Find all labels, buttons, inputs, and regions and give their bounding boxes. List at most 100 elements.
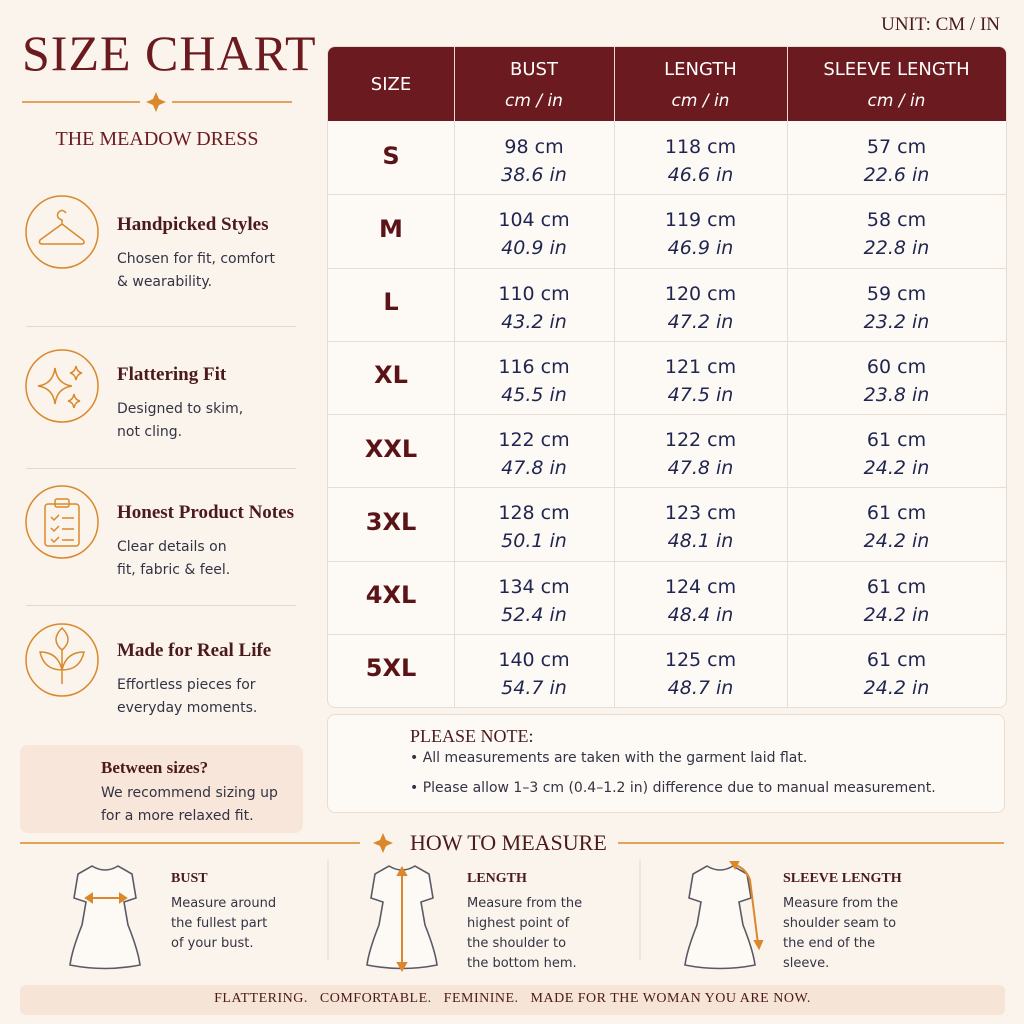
- measure-title: SLEEVE LENGTH: [783, 871, 902, 886]
- cell-cm: 61 cm: [866, 502, 927, 525]
- cell-cm: 121 cm: [664, 355, 737, 378]
- cell-in: 47.8 in: [501, 457, 567, 479]
- note-text: Please allow 1–3 cm (0.4–1.2 in) differe…: [422, 780, 936, 796]
- cell-cm: 120 cm: [664, 282, 737, 305]
- measure-text: sleeve.: [783, 956, 830, 971]
- row-sep: [328, 414, 1006, 415]
- col-sep: [454, 47, 455, 707]
- cell-in: 47.8 in: [667, 457, 734, 479]
- cell-in: 54.7 in: [501, 676, 567, 699]
- cell-in: 47.5 in: [667, 383, 734, 406]
- cell-cm: 104 cm: [498, 209, 570, 232]
- note-text: All measurements are taken with the garm…: [422, 750, 808, 766]
- cell-in: 48.1 in: [667, 530, 734, 553]
- cell-cm: 140 cm: [498, 648, 570, 671]
- cell-cm: 58 cm: [866, 209, 927, 232]
- row-sep: [328, 633, 1006, 635]
- size-label: 5XL: [365, 654, 417, 683]
- row-sep: [328, 340, 1006, 342]
- feature-text: Chosen for fit, comfort: [117, 251, 275, 267]
- size-label: XL: [374, 361, 408, 390]
- row-sep: [328, 560, 1006, 562]
- cell-in: 52.4 in: [501, 603, 567, 626]
- cell-in: 40.9 in: [501, 237, 567, 260]
- measure-text: highest point of: [467, 916, 570, 931]
- size-label: L: [383, 288, 399, 317]
- row-sep: [328, 267, 1006, 269]
- between-line: for a more relaxed fit.: [101, 808, 254, 824]
- separator: [26, 468, 296, 469]
- measure-text: shoulder seam to: [783, 916, 897, 931]
- cell-cm: 123 cm: [664, 502, 737, 525]
- measure-text: of your bust.: [171, 936, 254, 951]
- cell-cm: 60 cm: [866, 355, 927, 378]
- cell-in: 50.1 in: [501, 530, 567, 553]
- cell-cm: 98 cm: [504, 136, 564, 158]
- cell-cm: 128 cm: [498, 502, 570, 525]
- col-sep: [614, 47, 615, 707]
- cell-in: 47.2 in: [667, 310, 734, 333]
- cell-cm: 134 cm: [498, 575, 570, 598]
- row-sep: [328, 194, 1006, 196]
- measure-text: the shoulder to: [467, 936, 567, 951]
- cell-cm: 61 cm: [866, 429, 927, 451]
- measure-text: Measure from the: [783, 896, 899, 911]
- header-sub: cm / in: [671, 91, 730, 111]
- cell-in: 46.9 in: [667, 237, 734, 260]
- cell-cm: 122 cm: [664, 429, 737, 451]
- cell-cm: 124 cm: [664, 575, 737, 598]
- between-title: Between sizes?: [101, 758, 209, 777]
- subtitle: THE MEADOW DRESS: [55, 128, 259, 150]
- measure-text: the end of the: [783, 936, 876, 951]
- feature-text: not cling.: [117, 424, 183, 440]
- cell-cm: 61 cm: [866, 648, 927, 671]
- measure-title: BUST: [171, 871, 208, 886]
- feature-text: everyday moments.: [117, 700, 258, 716]
- cell-in: 43.2 in: [501, 310, 567, 333]
- cell-in: 22.6 in: [863, 164, 930, 186]
- feature-title: Flattering Fit: [117, 364, 227, 385]
- note-box: [327, 714, 1005, 813]
- cell-cm: 59 cm: [866, 282, 927, 305]
- note-item: • All measurements are taken with the ga…: [410, 750, 808, 766]
- between-line: We recommend sizing up: [101, 785, 278, 801]
- footer-bar: [20, 985, 1005, 1015]
- header-label: SIZE: [370, 74, 412, 95]
- feature-text: & wearability.: [117, 274, 213, 290]
- feature-title: Handpicked Styles: [117, 214, 269, 235]
- cell-in: 46.6 in: [667, 164, 734, 186]
- unit-label: UNIT: CM / IN: [881, 14, 1000, 35]
- header-label: LENGTH: [664, 59, 737, 80]
- size-table: SIZE BUST cm / in LENGTH cm / in SLEEVE LENGT…: [327, 46, 1007, 708]
- cell-cm: 125 cm: [664, 648, 737, 671]
- cell-cm: 116 cm: [498, 355, 570, 378]
- cell-in: 48.4 in: [667, 603, 734, 626]
- cell-in: 24.2 in: [863, 530, 930, 553]
- separator: [26, 326, 296, 327]
- header-label: BUST: [510, 59, 558, 80]
- row-sep: [328, 487, 1006, 489]
- cell-cm: 118 cm: [664, 136, 737, 158]
- feature-text: Designed to skim,: [117, 401, 244, 417]
- size-label: XXL: [364, 434, 418, 463]
- header-label: SLEEVE LENGTH: [823, 59, 970, 80]
- how-title: HOW TO MEASURE: [410, 830, 607, 855]
- footer-text: FLATTERING. COMFORTABLE. FEMININE. MADE …: [214, 991, 811, 1006]
- header-sub: cm / in: [505, 91, 563, 111]
- size-label: M: [379, 214, 403, 243]
- note-title: PLEASE NOTE:: [410, 726, 534, 746]
- cell-cm: 110 cm: [498, 282, 570, 305]
- title: SIZE CHART: [22, 25, 317, 81]
- feature-text: Effortless pieces for: [117, 677, 256, 693]
- size-label: 4XL: [365, 581, 417, 610]
- measure-text: Measure around: [171, 896, 277, 911]
- cell-in: 38.6 in: [501, 164, 567, 186]
- cell-in: 48.7 in: [667, 676, 734, 699]
- cell-cm: 119 cm: [664, 209, 737, 232]
- cell-cm: 57 cm: [866, 136, 927, 158]
- size-label: 3XL: [365, 507, 417, 536]
- note-item: • Please allow 1–3 cm (0.4–1.2 in) diffe…: [410, 780, 936, 796]
- col-sep: [787, 47, 788, 707]
